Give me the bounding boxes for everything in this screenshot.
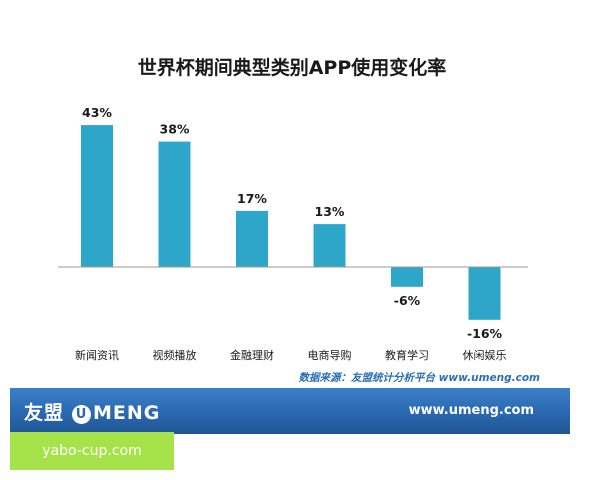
footer-banner: 友盟 U MENG www.umeng.com [10, 388, 570, 434]
category-label-6: 休闲娱乐 [463, 348, 507, 362]
bar-3 [236, 210, 268, 267]
category-label-1: 新闻资讯 [75, 348, 119, 362]
bar-1 [81, 125, 113, 267]
category-labels-group: 新闻资讯 视频播放 金融理财 电商导购 教育学习 休闲娱乐 [75, 348, 507, 362]
value-label-2: 38% [160, 122, 190, 137]
bars-group [81, 125, 501, 320]
value-label-4: 13% [315, 204, 345, 219]
logo-text: 友盟 [24, 402, 65, 424]
category-label-5: 教育学习 [385, 348, 429, 362]
bar-4 [313, 224, 346, 267]
value-label-6: -16% [467, 326, 503, 341]
category-label-2: 视频播放 [153, 348, 197, 362]
value-labels-group: 43% 38% 17% 13% -6% -16% [82, 105, 502, 341]
umeng-logo: 友盟 U MENG [24, 398, 160, 425]
source-note: 数据来源：友盟统计分析平台 www.umeng.com [299, 371, 541, 384]
category-label-3: 金融理财 [230, 348, 274, 362]
watermark: yabo-cup.com [10, 432, 174, 470]
value-label-5: -6% [394, 293, 421, 308]
category-label-4: 电商导购 [308, 348, 352, 362]
value-label-1: 43% [82, 105, 112, 120]
bar-2 [158, 141, 191, 267]
logo-word: MENG [93, 402, 161, 424]
bar-5 [391, 267, 423, 287]
bar-6 [468, 267, 501, 320]
logo-u-mark: U [72, 405, 92, 424]
value-label-3: 17% [237, 191, 267, 206]
footer-url[interactable]: www.umeng.com [408, 403, 534, 418]
chart-title: 世界杯期间典型类别APP使用变化率 [138, 56, 447, 79]
